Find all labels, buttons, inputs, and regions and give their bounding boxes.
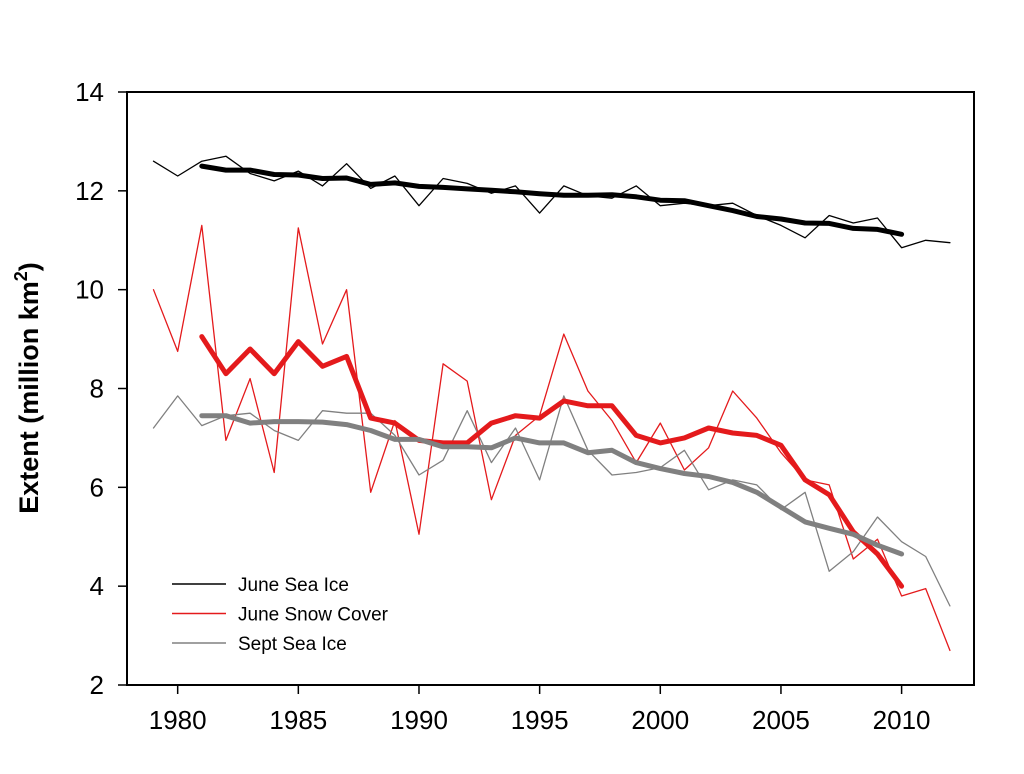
- y-axis-title: Extent (million km2): [11, 262, 44, 514]
- y-tick-label: 10: [75, 275, 104, 305]
- legend-label: June Sea Ice: [238, 575, 349, 596]
- x-tick-label: 2005: [752, 705, 810, 735]
- series-layer: [152, 155, 951, 652]
- x-tick-label: 1985: [269, 705, 327, 735]
- y-axis-title-text: Extent (million km: [14, 281, 44, 514]
- y-tick-label: 12: [75, 176, 104, 206]
- x-tick-label: 1995: [511, 705, 569, 735]
- annual-line-000000: [152, 155, 951, 249]
- legend-label: June Snow Cover: [238, 605, 389, 626]
- x-tick-label: 2000: [631, 705, 689, 735]
- y-tick-label: 14: [75, 77, 104, 107]
- tick-group: 1980 1985 1990 1995 2000 2005 2010 2 4 6 8 10 12 14: [75, 77, 930, 735]
- legend-label: Sept Sea Ice: [238, 634, 347, 655]
- y-tick-label: 6: [90, 472, 104, 502]
- smoothed-line-000000: [199, 163, 905, 237]
- x-tick-label: 2010: [873, 705, 931, 735]
- plot-frame: [126, 91, 975, 686]
- annual-line-e41a1c: [152, 224, 951, 652]
- smoothed-line-e41a1c: [199, 334, 905, 589]
- y-axis-title-close: ): [14, 262, 44, 271]
- y-tick-label: 4: [90, 571, 104, 601]
- y-axis-title-superscript: 2: [11, 271, 31, 281]
- smoothed-line-808080: [199, 413, 905, 557]
- x-tick-label: 1990: [390, 705, 448, 735]
- annual-line-808080: [152, 395, 951, 607]
- y-tick-label: 8: [90, 374, 104, 404]
- x-tick-label: 1980: [149, 705, 207, 735]
- y-tick-label: 2: [90, 670, 104, 700]
- legend: June Sea Ice June Snow Cover Sept Sea Ice: [172, 575, 389, 655]
